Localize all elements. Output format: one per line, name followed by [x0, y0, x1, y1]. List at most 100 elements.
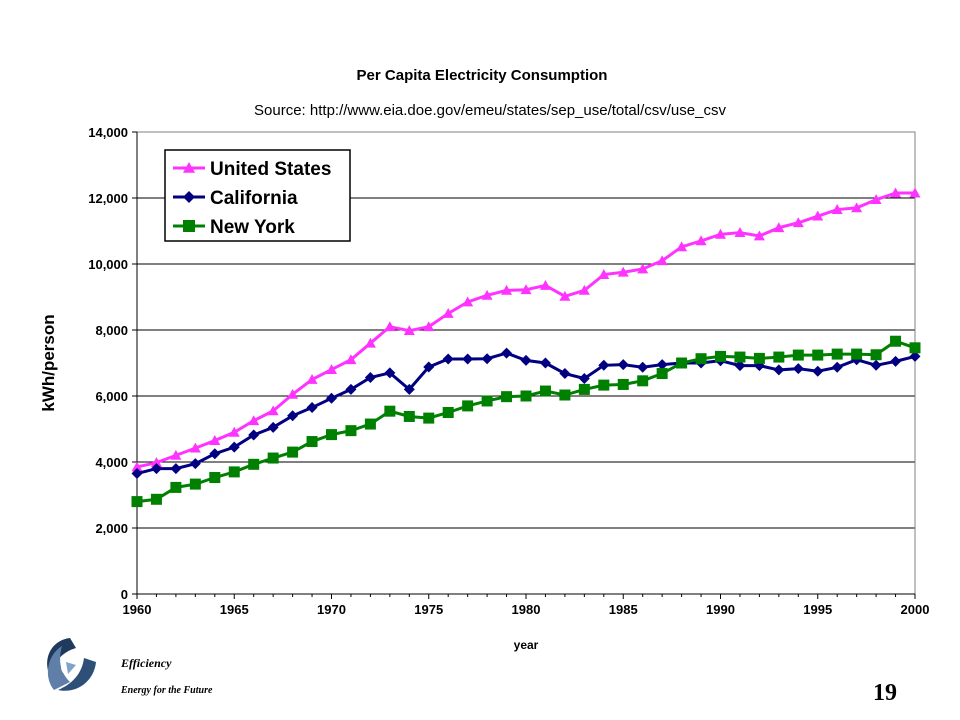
data-point-california [364, 372, 376, 384]
data-point-california [559, 368, 571, 380]
data-point-california [831, 361, 843, 373]
x-tick-label: 2000 [901, 602, 930, 617]
data-point-california [539, 357, 551, 369]
series-group [131, 187, 921, 508]
data-point-united-states [753, 230, 765, 241]
data-point-new-york [209, 472, 221, 484]
data-point-united-states [831, 204, 843, 214]
data-point-united-states [792, 217, 804, 228]
data-point-united-states [170, 449, 182, 460]
data-point-united-states [656, 255, 668, 266]
y-tick-label: 12,000 [88, 191, 128, 206]
data-point-united-states [267, 405, 279, 416]
data-point-new-york [442, 407, 454, 418]
data-point-united-states [189, 442, 201, 453]
data-point-california [248, 429, 260, 441]
data-point-california [598, 359, 610, 371]
data-point-united-states [131, 461, 143, 472]
data-point-united-states [909, 187, 921, 198]
data-point-california [170, 463, 182, 475]
data-point-california [890, 355, 902, 367]
data-point-united-states [676, 241, 688, 252]
x-tick-label: 1965 [220, 602, 249, 617]
data-point-california [267, 421, 279, 433]
data-point-united-states [150, 457, 162, 468]
data-point-new-york [637, 375, 649, 387]
data-point-california [734, 360, 746, 372]
axes: 0 2,000 4,000 6,000 8,000 10,000 12,000 14,000 1… [88, 125, 929, 617]
data-point-united-states [870, 194, 882, 205]
data-point-united-states [812, 210, 824, 221]
data-point-new-york [150, 493, 162, 505]
data-point-california [812, 365, 824, 377]
data-point-new-york [812, 349, 824, 361]
data-point-united-states [364, 337, 376, 348]
data-point-new-york [131, 496, 143, 508]
y-tick-label: 10,000 [88, 257, 128, 272]
data-point-new-york [384, 405, 396, 417]
data-point-new-york [326, 429, 337, 441]
data-point-new-york [248, 458, 260, 470]
data-point-california [501, 347, 513, 359]
data-point-new-york [851, 348, 863, 360]
data-point-california [209, 448, 221, 460]
data-point-new-york [792, 349, 804, 361]
data-point-california [150, 463, 162, 475]
data-point-united-states [287, 388, 299, 399]
x-tick-label: 1990 [706, 602, 735, 617]
data-point-united-states [326, 364, 337, 374]
data-point-california [189, 458, 201, 470]
data-point-new-york [676, 357, 688, 369]
data-point-united-states [228, 426, 240, 437]
data-point-new-york [520, 390, 532, 402]
data-point-new-york [734, 351, 746, 363]
data-point-new-york [462, 400, 474, 412]
data-point-new-york [695, 353, 707, 365]
data-point-california [228, 441, 240, 453]
y-tick-label: 2,000 [95, 521, 128, 536]
data-point-united-states [248, 415, 260, 426]
x-tick-label: 1970 [317, 602, 346, 617]
data-point-california [287, 410, 299, 422]
data-point-california [442, 353, 454, 365]
data-point-new-york [909, 342, 921, 354]
data-point-new-york [598, 379, 610, 391]
data-point-united-states [501, 284, 513, 295]
data-point-new-york [753, 352, 765, 364]
chart-title: Per Capita Electricity Consumption [357, 67, 608, 84]
data-point-california [384, 367, 396, 379]
data-point-california [909, 350, 921, 362]
y-tick-label: 4,000 [95, 455, 128, 470]
y-tick-label: 0 [121, 587, 128, 602]
y-tick-label: 8,000 [95, 323, 128, 338]
data-point-united-states [306, 374, 318, 384]
data-point-united-states [851, 202, 863, 213]
legend-marker-new-york [183, 220, 195, 232]
y-tick-label: 14,000 [88, 125, 128, 140]
data-point-united-states [773, 222, 785, 233]
data-point-california [792, 363, 804, 375]
data-point-new-york [656, 368, 668, 380]
legend-marker-california [183, 191, 195, 203]
data-point-new-york [287, 446, 299, 458]
data-point-united-states [715, 228, 726, 239]
legend-label-united-states: United States [210, 159, 331, 180]
data-point-united-states [423, 321, 435, 332]
data-point-united-states [462, 296, 474, 307]
data-point-california [462, 353, 474, 365]
page-number: 19 [873, 680, 897, 706]
x-tick-label: 1985 [609, 602, 638, 617]
data-point-united-states [734, 227, 746, 238]
data-point-new-york [870, 349, 882, 361]
data-point-new-york [559, 389, 571, 401]
data-point-united-states [384, 321, 396, 332]
legend-label-new-york: New York [210, 217, 295, 238]
data-point-united-states [520, 284, 532, 295]
data-point-new-york [170, 481, 182, 493]
x-axis-label: year [514, 638, 539, 652]
x-tick-label: 1960 [123, 602, 152, 617]
data-point-new-york [267, 452, 279, 464]
data-point-new-york [306, 436, 318, 448]
x-tick-label: 1975 [414, 602, 443, 617]
